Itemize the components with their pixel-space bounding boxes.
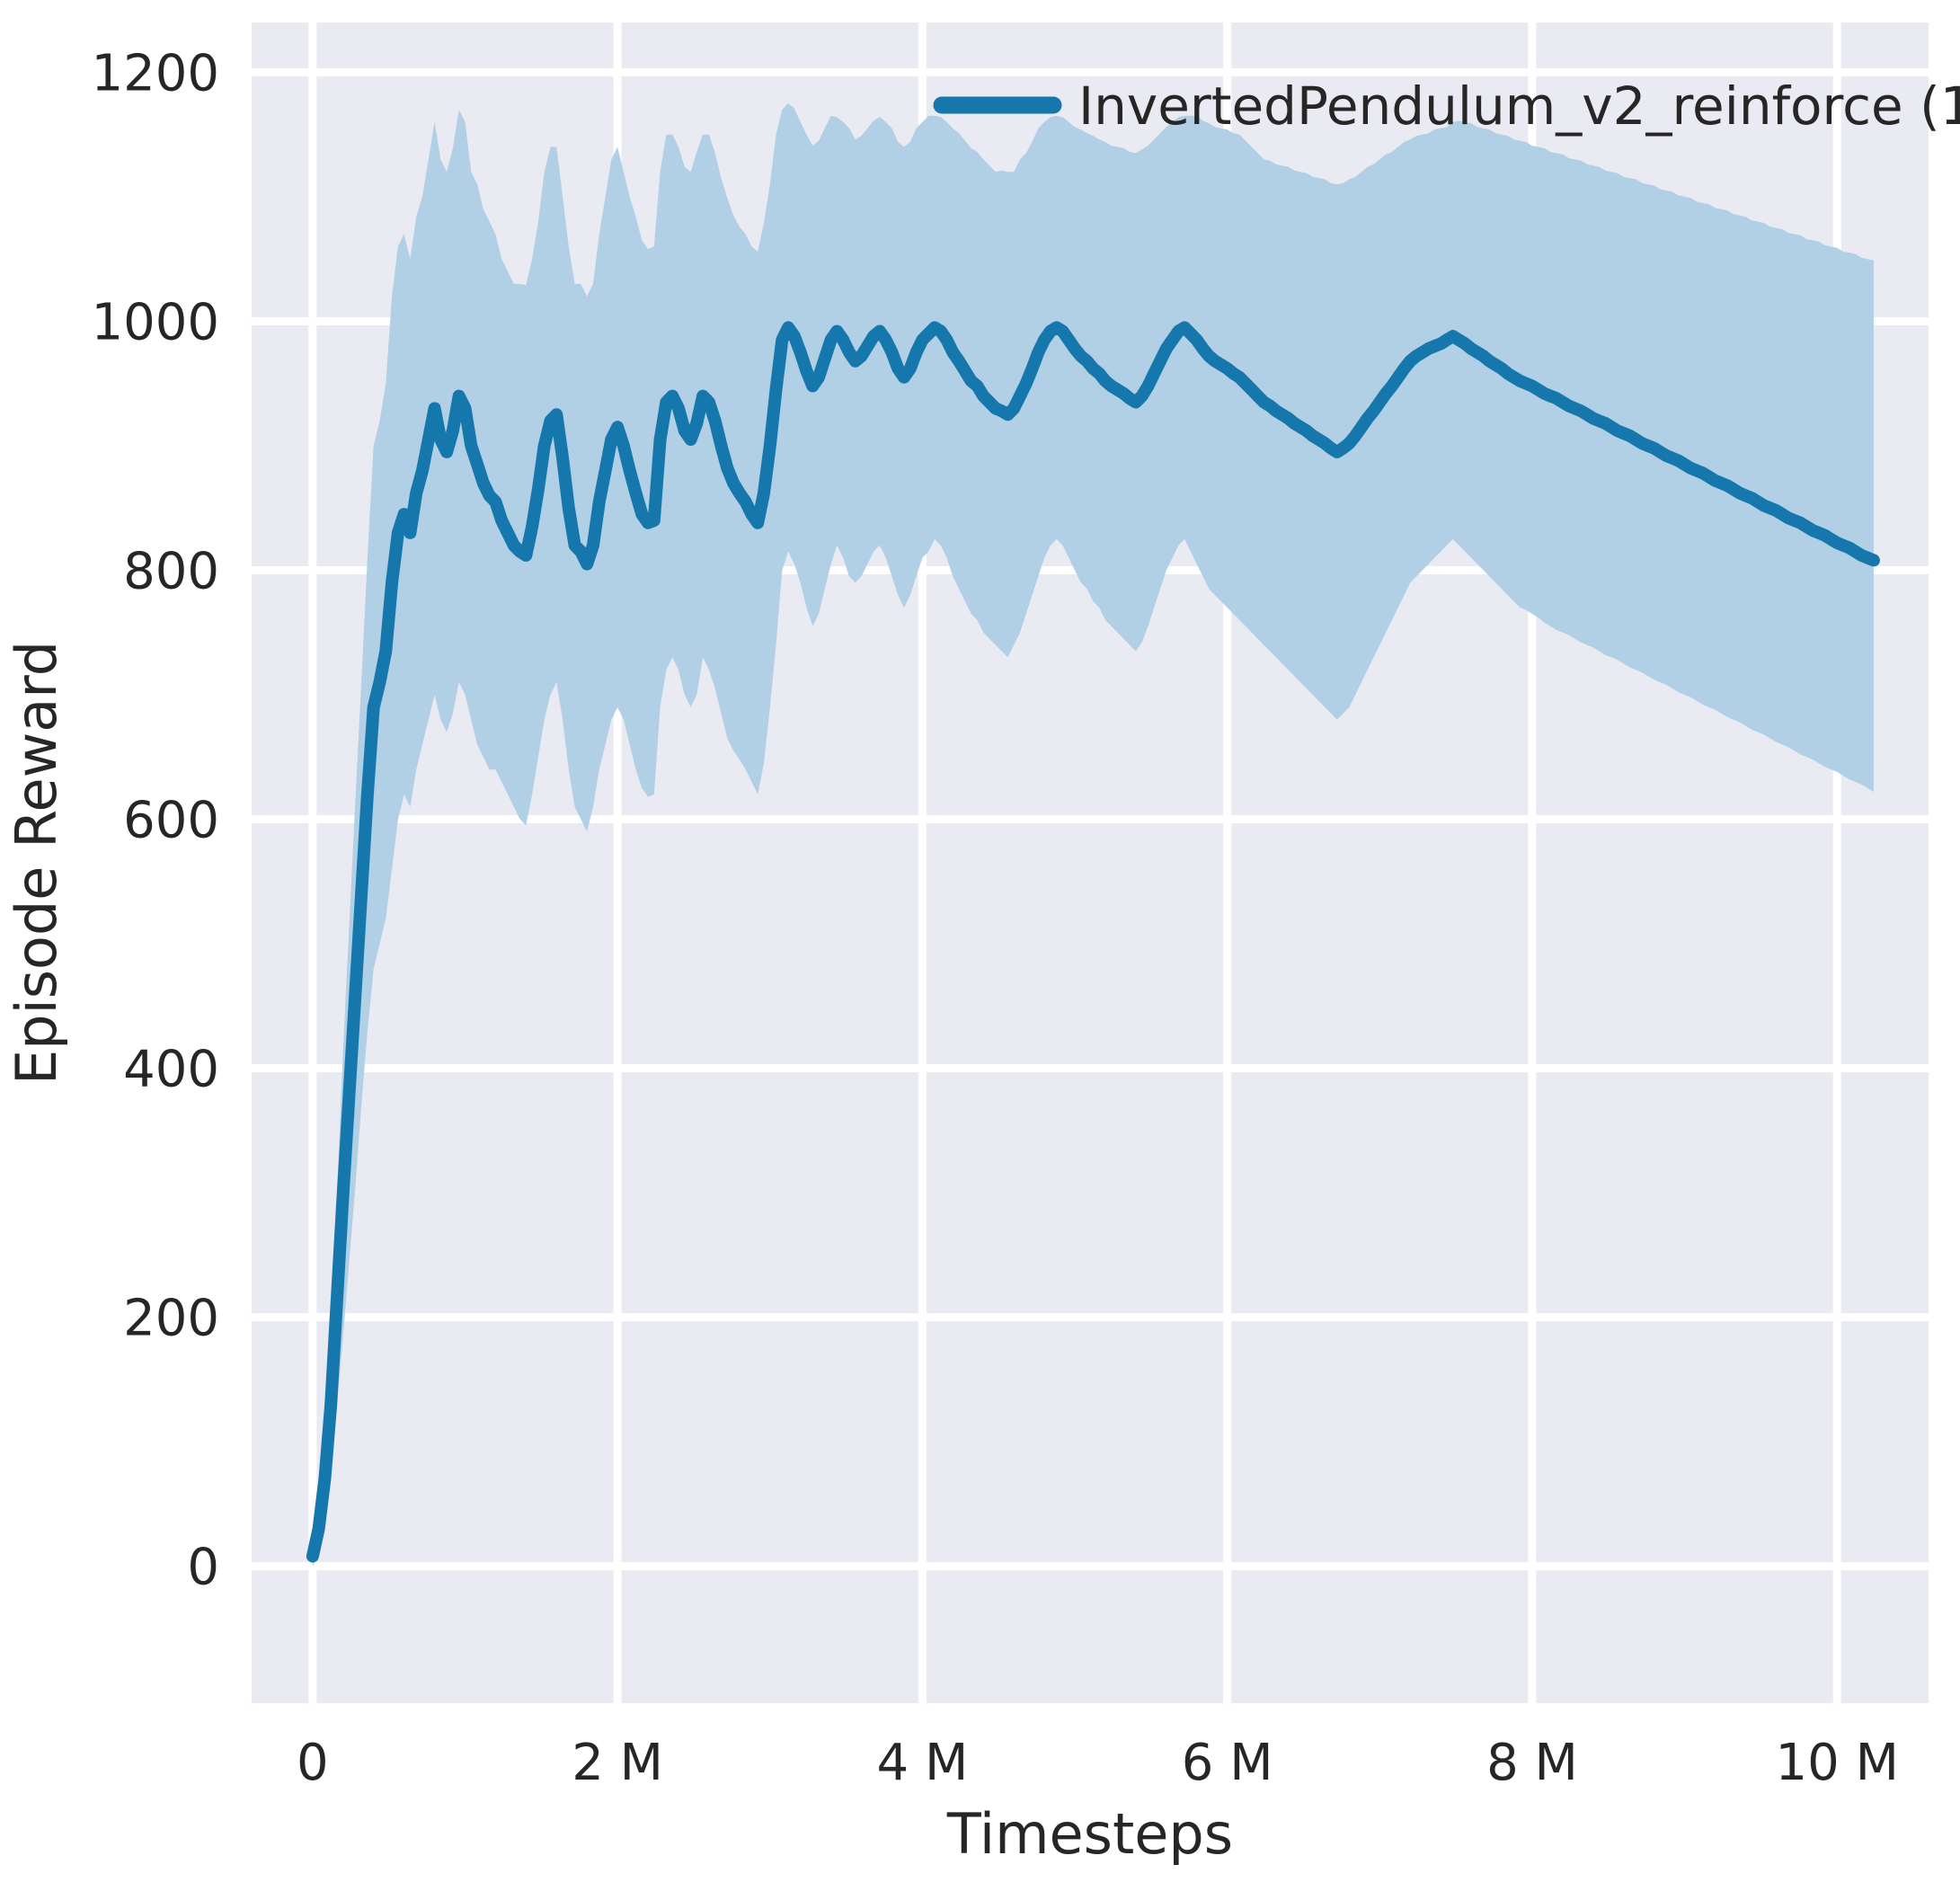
y-tick-label: 600 (123, 792, 219, 850)
confidence-band-group (312, 103, 1874, 1567)
y-tick-label: 200 (123, 1290, 219, 1348)
y-tick-label: 400 (123, 1041, 219, 1099)
x-tick-label: 0 (297, 1734, 329, 1792)
x-tick-label: 6 M (1182, 1734, 1273, 1792)
confidence-band-0 (312, 103, 1874, 1567)
series-line-group (306, 321, 1880, 1563)
x-tick-label: 8 M (1486, 1734, 1578, 1792)
x-tick-label: 2 M (572, 1734, 663, 1792)
legend[interactable]: InvertedPendulum_v2_reinforce (10) (933, 75, 1960, 137)
y-tick-labels: 0 200 400 600 800 1000 1200 (91, 44, 219, 1596)
legend-entry-label: InvertedPendulum_v2_reinforce (10) (1078, 75, 1960, 137)
x-tick-label: 10 M (1776, 1734, 1899, 1792)
y-tick-label: 800 (123, 542, 219, 600)
y-tick-label: 1000 (91, 293, 219, 351)
y-axis-title: Episode Reward (4, 641, 69, 1085)
y-tick-label: 1200 (91, 44, 219, 102)
series-line-0 (306, 321, 1880, 1563)
x-tick-label: 4 M (877, 1734, 969, 1792)
x-axis-title: Timesteps (946, 1801, 1233, 1867)
y-tick-label: 0 (187, 1539, 219, 1597)
x-tick-labels: 0 2 M 4 M 6 M 8 M 10 M (297, 1734, 1899, 1792)
